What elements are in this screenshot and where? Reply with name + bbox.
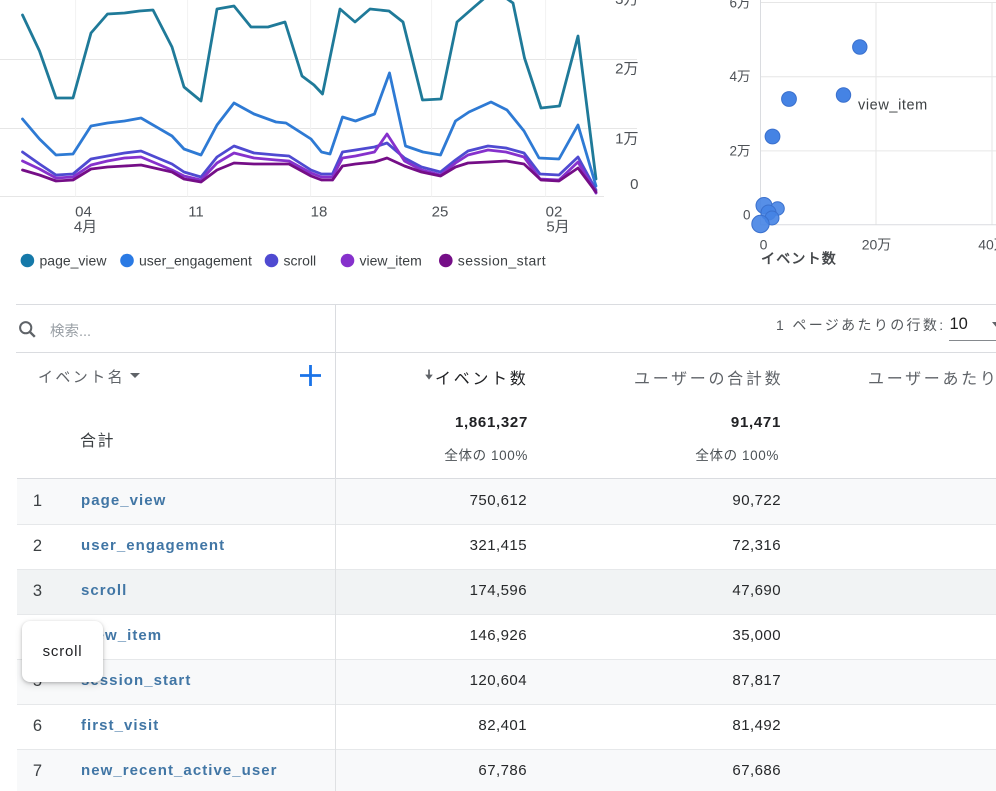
svg-text:40万: 40万	[978, 237, 996, 253]
svg-text:view_item: view_item	[360, 253, 422, 269]
svg-text:0: 0	[760, 237, 768, 253]
svg-text:02: 02	[546, 204, 563, 221]
svg-text:25: 25	[432, 204, 449, 221]
svg-text:0: 0	[743, 208, 751, 223]
svg-text:イベント数: イベント数	[761, 251, 837, 267]
svg-text:4月: 4月	[74, 219, 97, 236]
svg-text:18: 18	[311, 204, 328, 221]
svg-text:11: 11	[188, 204, 204, 221]
svg-text:2万: 2万	[615, 61, 638, 78]
svg-text:page_view: page_view	[40, 253, 108, 269]
svg-text:session_start: session_start	[458, 253, 546, 269]
svg-text:view_item: view_item	[858, 98, 928, 114]
svg-text:0: 0	[630, 176, 638, 193]
svg-text:user_engagement: user_engagement	[139, 253, 252, 269]
svg-text:3万: 3万	[615, 0, 638, 8]
svg-text:04: 04	[75, 204, 92, 221]
svg-text:1万: 1万	[615, 131, 638, 148]
svg-text:6万: 6万	[729, 0, 750, 11]
svg-text:4万: 4万	[729, 69, 750, 84]
svg-text:20万: 20万	[862, 237, 892, 253]
svg-text:2万: 2万	[729, 144, 750, 159]
svg-text:5月: 5月	[546, 219, 569, 236]
svg-text:scroll: scroll	[284, 253, 317, 269]
